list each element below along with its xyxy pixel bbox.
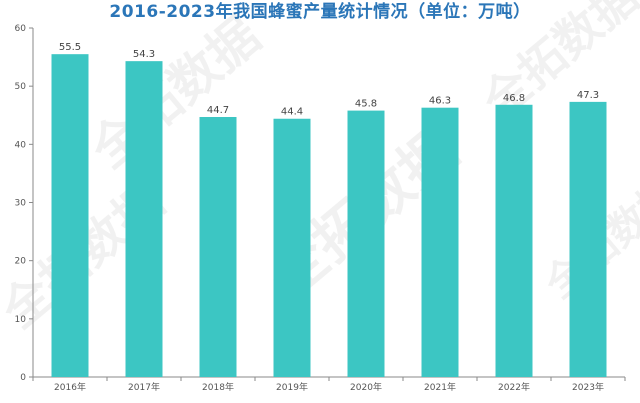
y-tick-label: 20 [15, 257, 27, 267]
bar [421, 107, 459, 378]
x-tick-label: 2016年 [54, 381, 86, 393]
data-label: 47.3 [577, 90, 599, 101]
data-label: 44.7 [207, 105, 229, 116]
bar [51, 54, 89, 378]
bars-group [51, 54, 607, 378]
bar [273, 118, 311, 378]
x-tick-label: 2019年 [276, 381, 308, 393]
chart-title: 2016-2023年我国蜂蜜产量统计情况（单位：万吨） [109, 2, 531, 22]
y-axis: 0 10 20 30 40 50 60 [15, 24, 34, 383]
y-tick-label: 30 [15, 199, 27, 209]
data-label: 45.8 [355, 99, 377, 110]
y-tick-label: 10 [15, 315, 27, 325]
bar [125, 61, 163, 377]
data-label: 55.5 [59, 42, 81, 53]
data-label: 44.4 [281, 107, 303, 118]
x-tick-label: 2022年 [498, 381, 530, 393]
bar [199, 116, 237, 378]
bar [347, 110, 385, 377]
y-tick-label: 40 [15, 140, 27, 150]
data-label: 46.3 [429, 96, 451, 107]
x-axis: 2016年 2017年 2018年 2019年 2020年 2021年 2022年 2023年 [32, 376, 626, 393]
data-label: 54.3 [133, 49, 155, 60]
y-tick-label: 60 [15, 24, 27, 34]
y-tick-label: 0 [20, 373, 26, 383]
x-tick-label: 2021年 [424, 381, 456, 393]
data-labels-group: 55.5 54.3 44.7 44.4 45.8 46.3 46.8 47.3 [59, 42, 599, 118]
x-tick-label: 2020年 [350, 381, 382, 393]
x-tick-label: 2023年 [572, 381, 604, 393]
watermark-layer: 全拓数据全拓数据全拓数据全拓数据全拓数据 [0, 0, 640, 340]
data-label: 46.8 [503, 93, 525, 104]
x-tick-label: 2018年 [202, 381, 234, 393]
watermark-text: 全拓数据 [80, 6, 271, 180]
bar [495, 104, 533, 377]
x-tick-label: 2017年 [128, 381, 160, 393]
bar [569, 101, 607, 377]
y-tick-label: 50 [15, 82, 27, 92]
